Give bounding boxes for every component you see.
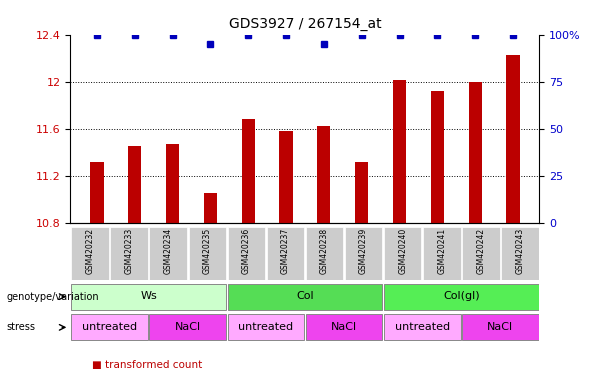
- Text: untreated: untreated: [82, 322, 137, 332]
- Text: GSM420237: GSM420237: [281, 228, 290, 275]
- Bar: [166, 144, 179, 223]
- Bar: [306, 227, 343, 280]
- Bar: [150, 227, 187, 280]
- Bar: [306, 314, 383, 340]
- Text: GSM420232: GSM420232: [86, 228, 94, 274]
- Text: GSM420234: GSM420234: [164, 228, 173, 275]
- Text: GSM420236: GSM420236: [242, 228, 251, 275]
- Text: NaCl: NaCl: [487, 322, 514, 332]
- Bar: [423, 227, 460, 280]
- Bar: [227, 314, 304, 340]
- Bar: [506, 55, 520, 223]
- Text: GSM420243: GSM420243: [516, 228, 524, 275]
- Bar: [393, 80, 406, 223]
- Text: Col(gl): Col(gl): [443, 291, 479, 301]
- Bar: [71, 227, 109, 280]
- Bar: [90, 162, 104, 223]
- Bar: [468, 82, 482, 223]
- Text: ■ transformed count: ■ transformed count: [92, 360, 202, 370]
- Text: stress: stress: [6, 322, 35, 333]
- Bar: [71, 314, 148, 340]
- Bar: [110, 227, 148, 280]
- Text: GSM420239: GSM420239: [359, 228, 368, 275]
- Bar: [204, 193, 217, 223]
- Text: GSM420242: GSM420242: [476, 228, 485, 274]
- Bar: [384, 227, 421, 280]
- Bar: [318, 126, 330, 223]
- Bar: [501, 227, 539, 280]
- Text: untreated: untreated: [395, 322, 450, 332]
- Text: GSM420233: GSM420233: [124, 228, 134, 275]
- Bar: [345, 227, 383, 280]
- Text: GSM420238: GSM420238: [320, 228, 329, 274]
- Bar: [384, 284, 539, 310]
- Bar: [462, 227, 500, 280]
- Text: genotype/variation: genotype/variation: [6, 291, 99, 302]
- Text: untreated: untreated: [238, 322, 294, 332]
- Text: GSM420240: GSM420240: [398, 228, 407, 275]
- Bar: [462, 314, 539, 340]
- Bar: [150, 314, 226, 340]
- Bar: [227, 227, 265, 280]
- Bar: [242, 119, 255, 223]
- Text: NaCl: NaCl: [175, 322, 201, 332]
- Bar: [355, 162, 368, 223]
- Bar: [280, 131, 292, 223]
- Bar: [128, 146, 142, 223]
- Bar: [227, 284, 383, 310]
- Bar: [384, 314, 460, 340]
- Bar: [431, 91, 444, 223]
- Text: NaCl: NaCl: [331, 322, 357, 332]
- Bar: [267, 227, 304, 280]
- Bar: [71, 284, 226, 310]
- Text: Ws: Ws: [140, 291, 157, 301]
- Text: GSM420235: GSM420235: [203, 228, 211, 275]
- Text: GSM420241: GSM420241: [437, 228, 446, 274]
- Text: Col: Col: [296, 291, 314, 301]
- Title: GDS3927 / 267154_at: GDS3927 / 267154_at: [229, 17, 381, 31]
- Bar: [189, 227, 226, 280]
